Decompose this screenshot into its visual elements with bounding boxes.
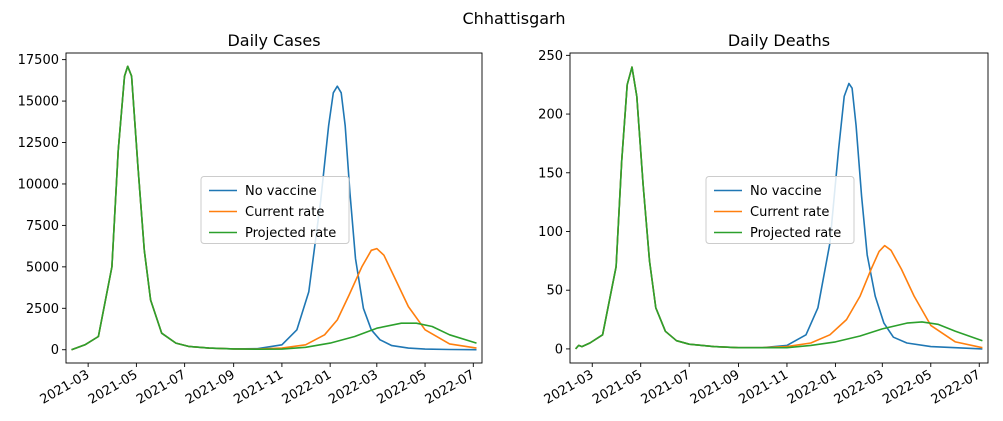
x-tick-label: 2022-01 (280, 367, 335, 407)
y-tick-label: 15000 (18, 95, 59, 110)
y-tick-label: 100 (538, 225, 563, 240)
y-tick-label: 50 (546, 284, 563, 299)
x-tick-label: 2022-05 (375, 367, 430, 407)
chart-title: Daily Cases (227, 31, 320, 50)
x-tick-label: 2021-09 (688, 367, 743, 407)
x-tick-label: 2022-01 (785, 367, 840, 407)
y-tick-label: 250 (538, 49, 563, 64)
x-tick-label: 2021-05 (86, 367, 141, 407)
x-tick-label: 2021-11 (736, 367, 791, 407)
plot-frame (569, 52, 989, 364)
y-tick-label: 200 (538, 108, 563, 123)
daily-deaths-chart: Daily Deaths0501001502002502021-032021-0… (538, 31, 989, 408)
series-line-projected-rate (575, 66, 983, 350)
series-line-projected-rate (71, 65, 477, 351)
x-tick-label: 2022-05 (880, 367, 935, 407)
legend-label-current-rate: Current rate (245, 205, 324, 220)
x-tick-label: 2022-07 (423, 367, 478, 407)
y-tick-label: 17500 (18, 53, 59, 68)
legend-label-no-vaccine: No vaccine (245, 184, 317, 199)
y-tick-label: 10000 (18, 177, 59, 192)
legend-label-projected-rate: Projected rate (245, 226, 336, 241)
y-tick-label: 7500 (26, 219, 59, 234)
x-tick-label: 2022-03 (326, 367, 381, 407)
legend: No vaccine Current rate Projected rate (705, 176, 855, 244)
x-tick-label: 2021-05 (590, 367, 645, 407)
chart-title: Daily Deaths (728, 31, 830, 50)
x-tick-label: 2022-03 (832, 367, 887, 407)
legend-box (705, 176, 855, 244)
y-tick-label: 12500 (18, 136, 59, 151)
y-tick-label: 5000 (26, 260, 59, 275)
legend-label-current-rate: Current rate (750, 205, 829, 220)
x-tick-label: 2021-07 (134, 367, 189, 407)
x-tick-label: 2021-09 (183, 367, 238, 407)
legend-label-projected-rate: Projected rate (750, 226, 841, 241)
plot-frame (65, 52, 483, 364)
x-tick-label: 2021-11 (231, 367, 286, 407)
y-tick-label: 0 (51, 343, 59, 358)
legend: No vaccine Current rate Projected rate (200, 176, 350, 244)
x-tick-label: 2022-07 (929, 367, 984, 407)
y-tick-label: 150 (538, 166, 563, 181)
x-tick-label: 2021-03 (542, 367, 597, 407)
y-tick-label: 0 (555, 342, 563, 357)
daily-cases-chart: Daily Cases 0 2500 5000 7500 10000 12500 15000 1… (18, 31, 483, 408)
y-tick-label: 2500 (26, 302, 59, 317)
figure-suptitle: Chhattisgarh (463, 9, 566, 28)
legend-label-no-vaccine: No vaccine (750, 184, 822, 199)
x-tick-label: 2021-03 (38, 367, 93, 407)
x-tick-label: 2021-07 (639, 367, 694, 407)
legend-box (200, 176, 350, 244)
